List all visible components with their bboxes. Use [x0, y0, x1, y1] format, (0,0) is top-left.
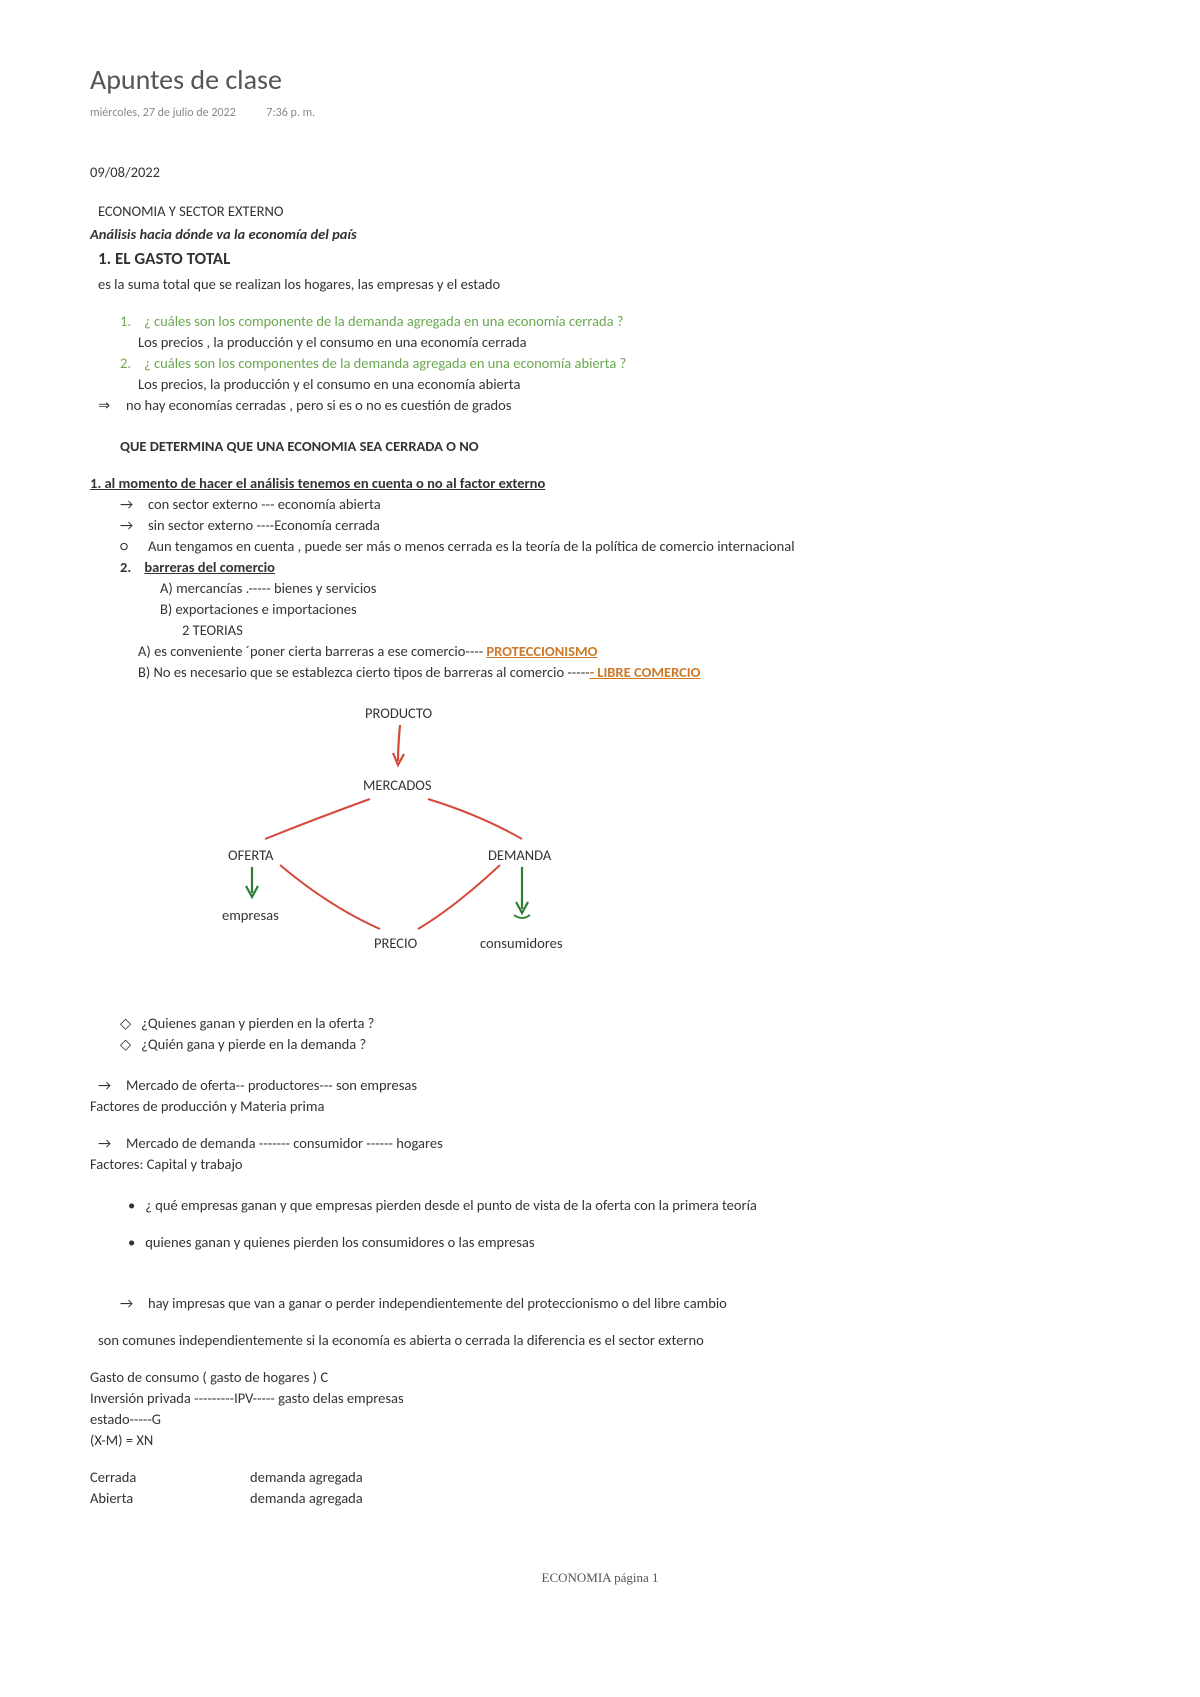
mercado-demanda-line: → Mercado de demanda ------- consumidor …: [98, 1133, 1110, 1154]
implication-text: no hay economías cerradas , pero si es o…: [126, 395, 511, 416]
diamond-q2-text: ¿Quién gana y pierde en la demanda ?: [141, 1034, 366, 1055]
diagram-label-mercados: MERCADOS: [363, 775, 432, 796]
meta-date: miércoles, 27 de julio de 2022: [90, 106, 236, 120]
teoria-b-pre: B) No es necesario que se establezca cie…: [138, 663, 590, 681]
circle-1-text: Aun tengamos en cuenta , puede ser más o…: [148, 536, 795, 557]
teoria-a-pre: A) es conveniente ´poner cierta barreras…: [138, 642, 486, 660]
factores-cap: Factores: Capital y trabajo: [90, 1154, 1110, 1175]
circle-icon: ○: [120, 536, 138, 557]
arrow-companies-line: → hay impresas que van a ganar o perder …: [120, 1293, 1110, 1314]
row-abierta: Abierta demanda agregada: [90, 1488, 1110, 1509]
diagram-label-demanda: DEMANDA: [488, 845, 551, 866]
factores-prod: Factores de producción y Materia prima: [90, 1096, 1110, 1117]
bullet-2: • quienes ganan y quienes pierden los co…: [128, 1232, 1110, 1253]
diamond-q2: ◇ ¿Quién gana y pierde en la demanda ?: [120, 1034, 1110, 1055]
subheading-barreras: 2. barreras del comercio: [120, 557, 1110, 578]
gasto-consumo-line: Gasto de consumo ( gasto de hogares ) C: [90, 1367, 1110, 1388]
q2-answer: Los precios, la producción y el consumo …: [138, 374, 1110, 395]
teorias-label: 2 TEORIAS: [182, 620, 1110, 641]
arrow-icon: →: [120, 494, 138, 515]
q2-text: ¿ cuáles son los componentes de la deman…: [144, 353, 626, 374]
diamond-q1-text: ¿Quienes ganan y pierden en la oferta ?: [141, 1013, 374, 1034]
arrow-icon: →: [120, 515, 138, 536]
barreras-a: A) mercancías .----- bienes y servicios: [160, 578, 1110, 599]
arrow-companies-text: hay impresas que van a ganar o perder in…: [148, 1293, 727, 1314]
page-title: Apuntes de clase: [90, 60, 1110, 101]
bullet-1: • ¿ qué empresas ganan y que empresas pi…: [128, 1195, 1110, 1216]
arrow-item-1: → con sector externo --- economía abiert…: [120, 494, 1110, 515]
arrow-2-text: sin sector externo ----Economía cerrada: [148, 515, 380, 536]
diagram-label-producto: PRODUCTO: [365, 703, 432, 724]
mercado-oferta-text: Mercado de oferta-- productores--- son e…: [126, 1075, 417, 1096]
section-heading-externo: ECONOMIA Y SECTOR EXTERNO: [98, 201, 1110, 222]
mercado-demanda-text: Mercado de demanda ------- consumidor --…: [126, 1133, 443, 1154]
barreras-b: B) exportaciones e importaciones: [160, 599, 1110, 620]
arrow-icon: →: [98, 1075, 116, 1096]
circle-item-1: ○ Aun tengamos en cuenta , puede ser más…: [120, 536, 1110, 557]
xn-line: (X-M) = XN: [90, 1430, 1110, 1451]
diamond-icon: ◇: [120, 1034, 131, 1055]
arrow-icon: →: [98, 1133, 116, 1154]
q1-text: ¿ cuáles son los componente de la demand…: [144, 311, 624, 332]
q2-number: 2.: [120, 353, 136, 374]
proteccionismo-link[interactable]: PROTECCIONISMO: [486, 642, 597, 660]
cell-abierta-val: demanda agregada: [250, 1488, 363, 1509]
meta-line: miércoles, 27 de julio de 2022 7:36 p. m…: [90, 105, 1110, 122]
subheading-analisis-factor: 1. al momento de hacer el análisis tenem…: [90, 473, 1110, 494]
son-comunes-line: son comunes independientemente si la eco…: [98, 1330, 1110, 1351]
meta-time: 7:36 p. m.: [266, 106, 315, 120]
diagram-label-empresas: empresas: [222, 905, 279, 926]
cell-cerrada: Cerrada: [90, 1467, 250, 1488]
mercado-oferta-line: → Mercado de oferta-- productores--- son…: [98, 1075, 1110, 1096]
bullet-icon: •: [128, 1232, 135, 1253]
sub2-text: barreras del comercio: [144, 558, 275, 576]
sub2-prefix: 2.: [120, 558, 131, 576]
cell-cerrada-val: demanda agregada: [250, 1467, 363, 1488]
section-date: 09/08/2022: [90, 162, 1110, 183]
bullet-1-text: ¿ qué empresas ganan y que empresas pier…: [145, 1195, 757, 1216]
diagram-label-oferta: OFERTA: [228, 845, 273, 866]
gasto-desc: es la suma total que se realizan los hog…: [98, 274, 1110, 295]
page-footer: ECONOMIA página 1: [90, 1569, 1110, 1588]
q1-number: 1.: [120, 311, 136, 332]
market-diagram: PRODUCTO MERCADOS OFERTA DEMANDA empresa…: [170, 697, 630, 977]
q1-answer: Los precios , la producción y el consumo…: [138, 332, 1110, 353]
heading-que-determina: QUE DETERMINA QUE UNA ECONOMIA SEA CERRA…: [120, 436, 1110, 457]
implication-line: ⇒ no hay economías cerradas , pero si es…: [98, 395, 1110, 416]
bullet-2-text: quienes ganan y quienes pierden los cons…: [145, 1232, 534, 1253]
diamond-q1: ◇ ¿Quienes ganan y pierden en la oferta …: [120, 1013, 1110, 1034]
arrow-1-text: con sector externo --- economía abierta: [148, 494, 381, 515]
arrow-icon: →: [120, 1293, 138, 1314]
cell-abierta: Abierta: [90, 1488, 250, 1509]
diagram-label-precio: PRECIO: [374, 933, 417, 954]
teoria-b-line: B) No es necesario que se establezca cie…: [138, 662, 1110, 683]
heading-gasto-total: 1. EL GASTO TOTAL: [98, 247, 1110, 272]
row-cerrada: Cerrada demanda agregada: [90, 1467, 1110, 1488]
bullet-icon: •: [128, 1195, 135, 1216]
diamond-icon: ◇: [120, 1013, 131, 1034]
libre-comercio-link[interactable]: LIBRE COMERCIO: [594, 663, 700, 681]
diagram-label-consumidores: consumidores: [480, 933, 563, 954]
implies-symbol: ⇒: [98, 395, 116, 416]
inversion-line: Inversión privada ---------IPV----- gast…: [90, 1388, 1110, 1409]
question-1: 1. ¿ cuáles son los componente de la dem…: [120, 311, 1110, 332]
question-2: 2. ¿ cuáles son los componentes de la de…: [120, 353, 1110, 374]
estado-line: estado-----G: [90, 1409, 1110, 1430]
teoria-a-line: A) es conveniente ´poner cierta barreras…: [138, 641, 1110, 662]
analysis-line: Análisis hacia dónde va la economía del …: [90, 224, 1110, 245]
arrow-item-2: → sin sector externo ----Economía cerrad…: [120, 515, 1110, 536]
